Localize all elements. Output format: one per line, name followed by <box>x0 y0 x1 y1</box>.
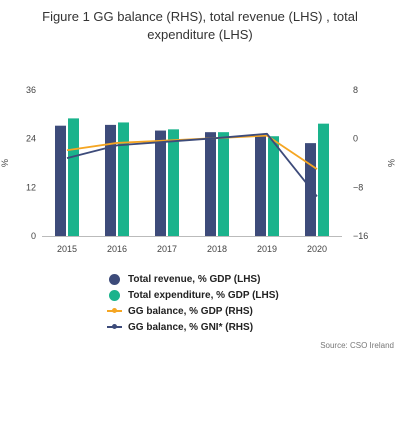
legend-marker-total-revenue <box>109 273 120 285</box>
legend-marker-total-expenditure <box>109 289 120 301</box>
bar-total-revenue-2016[interactable] <box>105 124 116 236</box>
x-tick-label: 2015 <box>57 244 77 254</box>
right-axis-label: % <box>386 159 396 167</box>
left-tick-label: 24 <box>26 134 36 144</box>
bars-layer <box>55 118 329 236</box>
legend-item-total-expenditure[interactable]: Total expenditure, % GDP (LHS) <box>106 287 279 303</box>
bar-total-revenue-2015[interactable] <box>55 125 66 236</box>
left-tick-label: 36 <box>26 85 36 95</box>
chart-title: Figure 1 GG balance (RHS), total revenue… <box>42 9 358 42</box>
bar-total-expenditure-2016[interactable] <box>118 122 129 236</box>
legend-label-total-expenditure: Total expenditure, % GDP (LHS) <box>128 289 279 301</box>
bar-total-revenue-2019[interactable] <box>255 135 266 236</box>
bar-total-revenue-2018[interactable] <box>205 132 216 236</box>
legend-marker-gg-balance-gni <box>107 324 122 329</box>
bar-total-expenditure-2020[interactable] <box>318 123 329 236</box>
right-axis: −16 −8 0 8 <box>353 85 368 241</box>
legend-item-gg-balance-gdp[interactable]: GG balance, % GDP (RHS) <box>106 303 279 319</box>
right-tick-label: −8 <box>353 182 363 192</box>
x-tick-label: 2019 <box>257 244 277 254</box>
x-tick-label: 2020 <box>307 244 327 254</box>
legend-label-gg-balance-gdp: GG balance, % GDP (RHS) <box>128 305 253 317</box>
line-gg-balance-gni[interactable] <box>66 132 318 198</box>
left-tick-label: 0 <box>31 231 36 241</box>
legend-label-total-revenue: Total revenue, % GDP (LHS) <box>128 273 261 285</box>
right-tick-label: 8 <box>353 85 358 95</box>
x-tick-label: 2016 <box>107 244 127 254</box>
left-tick-label: 12 <box>26 182 36 192</box>
x-tick-label: 2018 <box>207 244 227 254</box>
right-tick-label: −16 <box>353 231 368 241</box>
bar-total-expenditure-2019[interactable] <box>268 136 279 236</box>
lines-layer <box>66 132 318 198</box>
legend-label-gg-balance-gni: GG balance, % GNI* (RHS) <box>128 321 254 333</box>
left-axis-label: % <box>0 159 10 167</box>
legend-item-total-revenue[interactable]: Total revenue, % GDP (LHS) <box>106 271 279 287</box>
bar-total-expenditure-2015[interactable] <box>68 118 79 236</box>
x-tick-label: 2017 <box>157 244 177 254</box>
x-axis: 2015 2016 2017 2018 2019 2020 <box>57 244 327 254</box>
source-credit: Source: CSO Ireland <box>320 341 394 350</box>
left-axis: 0 12 24 36 <box>26 85 36 241</box>
legend-item-gg-balance-gni[interactable]: GG balance, % GNI* (RHS) <box>106 319 279 335</box>
right-tick-label: 0 <box>353 134 358 144</box>
bar-total-expenditure-2018[interactable] <box>218 132 229 236</box>
legend: Total revenue, % GDP (LHS) Total expendi… <box>106 271 279 335</box>
bar-total-expenditure-2017[interactable] <box>168 129 179 236</box>
bar-total-revenue-2017[interactable] <box>155 130 166 236</box>
legend-marker-gg-balance-gdp <box>107 308 122 313</box>
